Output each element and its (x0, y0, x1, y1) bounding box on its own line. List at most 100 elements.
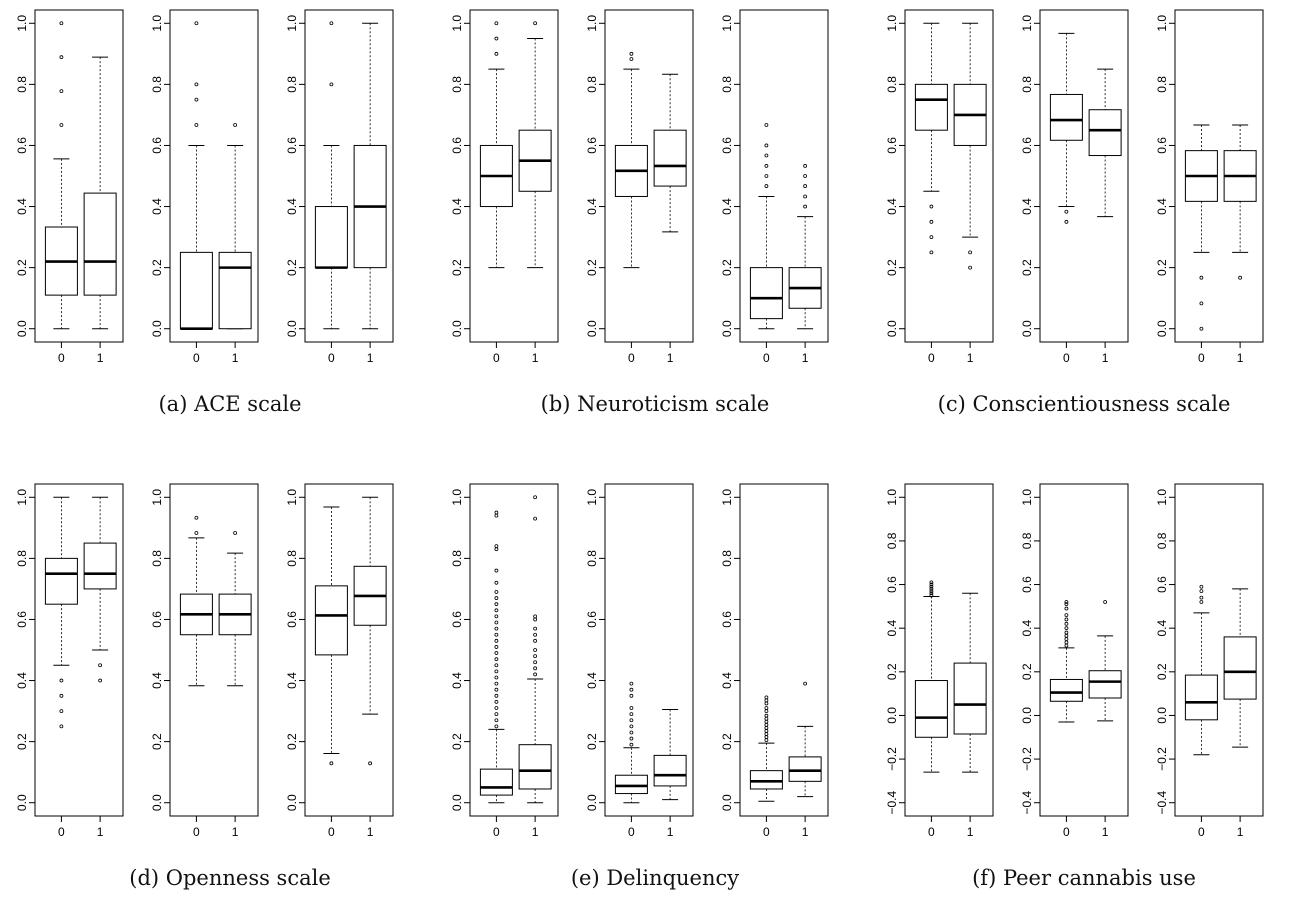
y-tick-label: 0.2 (720, 733, 734, 750)
outlier-point (1199, 584, 1204, 589)
outlier-point (929, 250, 934, 255)
outlier-point (494, 718, 499, 723)
panel-frame (169, 9, 259, 343)
y-tick-label: 0.2 (450, 259, 464, 276)
outlier-point (629, 712, 634, 717)
y-tick-label: 0.6 (885, 137, 899, 154)
outlier-point (533, 666, 538, 671)
y-tick-label: 0.2 (720, 259, 734, 276)
y-tick-label: 0.8 (585, 76, 599, 93)
box-group-1 (218, 123, 252, 330)
y-tick-label: 0.2 (285, 259, 299, 276)
panel-frame (739, 483, 829, 817)
outlier-point (494, 568, 499, 573)
box-group-0 (44, 21, 78, 330)
outlier-point (494, 547, 499, 552)
x-tick-label: 1 (967, 351, 974, 365)
iqr-box (1049, 93, 1083, 141)
outlier-point (764, 729, 769, 733)
outlier-point (59, 724, 64, 729)
y-tick-label: 0.6 (1155, 576, 1169, 593)
outlier-point (1064, 621, 1069, 626)
x-tick-label: 1 (532, 351, 539, 365)
boxplot-panel-4-2: 0.0 0.2 0.4 0.6 0.8 1.0 0 1 (150, 483, 259, 839)
x-tick-label: 0 (928, 825, 935, 839)
y-tick-label: 0.8 (15, 76, 29, 93)
outlier-point (494, 700, 499, 704)
outlier-point (98, 663, 103, 668)
outlier-point (803, 184, 808, 188)
boxplot-panel-5-3: 0.0 0.2 0.4 0.6 0.8 1.0 0 1 (720, 483, 829, 839)
outlier-point (1238, 275, 1243, 280)
outlier-point (968, 250, 973, 255)
x-tick-label: 1 (667, 351, 674, 365)
outlier-point (1064, 643, 1069, 648)
panel-frame (904, 483, 994, 817)
outlier-point (494, 712, 499, 717)
y-tick-label: 0.8 (15, 550, 29, 567)
boxplot-panel-1-3: 0.0 0.2 0.4 0.6 0.8 1.0 0 1 (285, 9, 394, 365)
x-tick-label: 1 (367, 351, 374, 365)
y-tick-label: 0.2 (885, 663, 899, 680)
caption-ace-scale: (a) ACE scale (158, 392, 302, 416)
outlier-point (494, 693, 499, 698)
outlier-point (494, 620, 499, 625)
y-tick-label: 0.8 (285, 76, 299, 93)
y-tick-label: 0.6 (15, 137, 29, 154)
outlier-point (533, 632, 538, 637)
outlier-point (494, 687, 499, 692)
outlier-point (764, 123, 769, 127)
outlier-point (533, 654, 538, 659)
boxplot-panel-2-2: 0.0 0.2 0.4 0.6 0.8 1.0 0 1 (585, 9, 694, 365)
y-tick-label: 0.6 (885, 576, 899, 593)
boxplot-panel-3-3: 0.0 0.2 0.4 0.6 0.8 1.0 0 1 (1155, 9, 1264, 365)
box-group-0 (614, 681, 648, 804)
outlier-point (1199, 275, 1204, 280)
outlier-point (233, 531, 238, 535)
x-tick-label: 1 (232, 351, 239, 365)
iqr-box (1184, 674, 1218, 721)
panel-frame (34, 483, 124, 817)
outlier-point (764, 709, 769, 713)
outlier-point (803, 174, 808, 178)
outlier-point (1064, 637, 1069, 641)
outlier-point (533, 626, 538, 631)
boxplot-panel-2-1: 0.0 0.2 0.4 0.6 0.8 1.0 0 1 (450, 9, 559, 365)
x-tick-label: 1 (232, 825, 239, 839)
panel-frame (604, 9, 694, 343)
box-group-0 (914, 580, 948, 773)
panel-frame (1039, 483, 1129, 817)
iqr-box (479, 768, 513, 796)
panel-frame (1039, 9, 1129, 343)
outlier-point (368, 761, 373, 766)
outlier-point (59, 21, 64, 26)
boxplot-panel-2-3: 0.0 0.2 0.4 0.6 0.8 1.0 0 1 (720, 9, 829, 365)
y-tick-label: 0.4 (585, 672, 599, 689)
y-tick-label: 0.0 (1020, 707, 1034, 724)
y-tick-label: 0.2 (1155, 663, 1169, 680)
x-tick-label: 1 (367, 825, 374, 839)
outlier-point (629, 742, 634, 747)
outlier-point (1064, 219, 1069, 224)
outlier-point (929, 204, 934, 209)
outlier-point (533, 614, 538, 619)
y-tick-label: 0.6 (720, 137, 734, 154)
y-tick-label: −0.4 (1020, 791, 1034, 815)
outlier-point (329, 761, 334, 766)
y-tick-label: −0.2 (885, 747, 899, 771)
y-tick-label: 0.4 (885, 620, 899, 637)
box-group-0 (749, 695, 783, 802)
y-tick-label: 0.2 (1155, 259, 1169, 276)
outlier-point (494, 638, 499, 643)
y-tick-label: 0.0 (450, 320, 464, 337)
outlier-point (764, 713, 769, 718)
x-tick-label: 0 (493, 351, 500, 365)
panel-frame (904, 9, 994, 343)
outlier-point (629, 718, 634, 723)
outlier-point (764, 725, 769, 730)
y-tick-label: 0.4 (150, 672, 164, 689)
outlier-point (494, 651, 499, 655)
outlier-point (194, 82, 199, 87)
panel-frame (34, 9, 124, 343)
outlier-point (1199, 301, 1204, 306)
